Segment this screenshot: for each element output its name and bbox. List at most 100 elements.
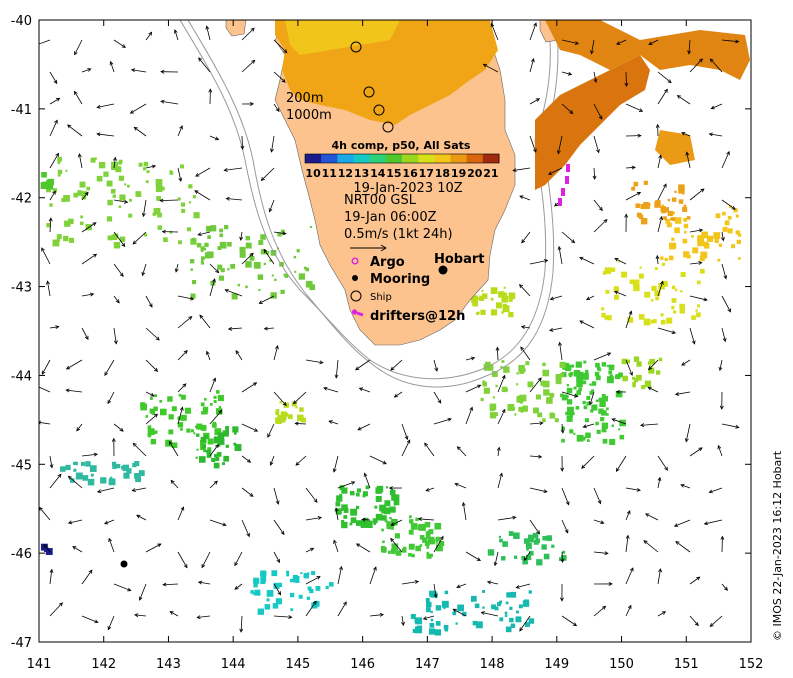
current-arrow	[160, 69, 179, 74]
current-arrow	[721, 423, 740, 429]
current-arrow	[205, 350, 211, 361]
current-arrow	[81, 569, 93, 585]
current-arrow	[549, 295, 563, 301]
x-tick-label: 149	[544, 657, 569, 672]
current-arrow	[401, 423, 409, 441]
current-arrow	[49, 602, 63, 617]
current-arrow	[67, 519, 83, 525]
current-arrow	[657, 568, 662, 585]
current-arrow	[263, 248, 275, 265]
drifter-tracks	[558, 164, 570, 206]
map-frame	[38, 19, 752, 643]
current-arrow	[625, 510, 631, 521]
current-arrow	[209, 519, 227, 527]
current-arrow	[529, 98, 541, 105]
current-arrow	[519, 615, 531, 632]
current-arrow	[417, 517, 435, 521]
y-tick-label: -47	[11, 636, 32, 651]
current-arrow	[196, 615, 211, 620]
current-arrow	[708, 487, 723, 494]
current-arrow	[67, 124, 83, 137]
current-arrow	[134, 613, 147, 618]
current-arrow	[227, 326, 243, 331]
x-tick-label: 142	[91, 657, 116, 672]
current-arrow	[625, 103, 644, 112]
current-arrow	[133, 126, 147, 137]
current-arrow	[305, 487, 318, 503]
current-arrow	[703, 519, 723, 526]
current-arrow	[130, 68, 147, 73]
current-arrow	[486, 580, 499, 585]
current-arrow	[681, 131, 691, 137]
current-arrow	[197, 580, 211, 585]
x-axis-labels: 141 142 143 144 145 146 147 148 149 150 151 152	[27, 657, 764, 672]
colorbar-cell	[418, 154, 435, 163]
current-arrow	[337, 565, 343, 585]
mooring-marker	[120, 560, 128, 568]
current-arrow	[673, 519, 691, 527]
current-product: NRT00 GSL	[344, 193, 417, 208]
current-arrow	[593, 605, 607, 617]
current-arrow	[145, 543, 162, 553]
current-arrow	[684, 423, 691, 443]
colorbar-tick-label: 13	[354, 167, 369, 180]
current-arrow	[718, 359, 723, 372]
current-arrow	[173, 29, 179, 41]
x-tick-label: 144	[221, 657, 246, 672]
sst-layer	[40, 156, 742, 636]
current-arrow	[529, 377, 542, 393]
current-arrow	[77, 153, 83, 169]
current-arrow	[358, 387, 371, 393]
current-arrow	[529, 135, 537, 153]
current-scale-label: 0.5m/s (1kt 24h)	[344, 227, 453, 242]
current-arrow	[113, 327, 118, 345]
current-arrow	[720, 231, 725, 242]
current-arrow	[388, 486, 403, 490]
current-arrow	[49, 152, 59, 169]
current-arrow	[657, 280, 664, 297]
current-arrow	[390, 537, 403, 553]
current-arrow	[593, 71, 598, 84]
x-tick-label: 147	[415, 657, 440, 672]
sst-east-warm-2	[545, 20, 750, 80]
current-arrow	[209, 443, 219, 457]
current-arrow	[169, 611, 179, 617]
colorbar: 4h comp, p50, All Sats 10 11 12 13 14 15 16 17 1…	[304, 139, 500, 196]
current-arrow	[145, 391, 155, 397]
current-arrow	[640, 423, 659, 428]
current-arrow	[515, 583, 531, 589]
current-arrow	[708, 132, 723, 137]
x-tick-label: 152	[739, 657, 764, 672]
current-arrow	[81, 452, 99, 457]
current-arrow	[585, 295, 595, 301]
current-arrow	[433, 417, 452, 425]
current-arrow	[305, 576, 321, 585]
current-arrow	[145, 359, 159, 372]
current-arrow	[328, 420, 339, 425]
current-arrow	[113, 199, 129, 204]
x-tick-label: 145	[285, 657, 310, 672]
current-arrow	[305, 547, 315, 553]
y-tick-label: -42	[11, 192, 32, 207]
colorbar-cell	[369, 154, 387, 163]
current-arrow	[422, 615, 435, 620]
current-arrow	[49, 190, 56, 201]
current-arrow	[519, 195, 531, 201]
tick-marks	[38, 19, 752, 643]
current-arrow	[625, 487, 641, 492]
y-axis-labels: -40 -41 -42 -43 -44 -45 -46 -47	[11, 14, 32, 651]
current-arrow	[292, 391, 307, 405]
current-arrow	[625, 165, 636, 170]
current-arrow	[721, 150, 730, 169]
current-arrow	[273, 39, 288, 54]
current-arrow	[561, 391, 579, 398]
current-arrow	[113, 263, 124, 277]
current-arrow	[273, 103, 280, 113]
colorbar-cell	[353, 154, 371, 163]
current-arrow	[39, 39, 51, 45]
current-arrow	[241, 59, 256, 73]
current-arrow	[625, 534, 630, 553]
current-time: 19-Jan 06:00Z	[344, 210, 437, 225]
current-arrow	[675, 540, 691, 553]
